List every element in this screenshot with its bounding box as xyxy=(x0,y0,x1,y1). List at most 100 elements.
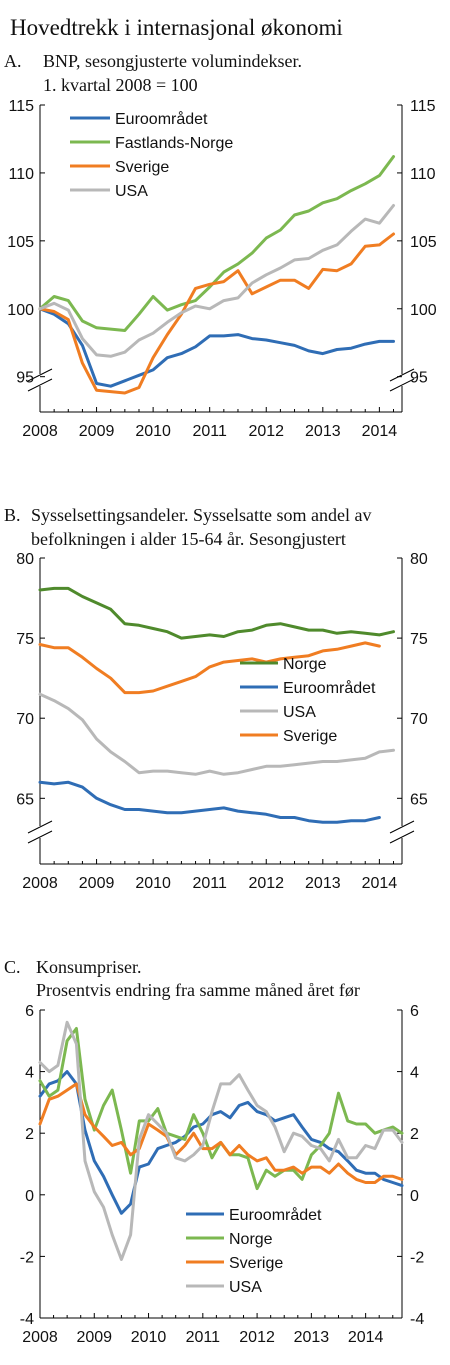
panel-a-y-tick-label: 110 xyxy=(8,166,34,183)
panel-c-x-tick-label: 2011 xyxy=(186,1329,221,1346)
panel-a-title-line-2: 1. kvartal 2008 = 100 xyxy=(43,75,198,95)
panel-a-legend-label-fastlands-norge: Fastlands-Norge xyxy=(115,135,233,152)
panel-c-x-tick-label: 2013 xyxy=(294,1329,330,1346)
panel-a-x-tick-label: 2009 xyxy=(79,423,115,440)
panel-a-y-tick-label: 100 xyxy=(7,302,34,319)
panel-c-series-euroomr-det xyxy=(38,1070,404,1215)
panel-a-y-tick-label: 110 xyxy=(410,166,436,183)
panel-b-axis-break-mark xyxy=(389,830,415,844)
panel-b-series-usa xyxy=(38,692,395,776)
panel-b-y-tick-label: 80 xyxy=(410,551,428,568)
panel-c-y-tick-label: 6 xyxy=(25,1003,34,1020)
panel-c-label: C. xyxy=(4,957,21,977)
panel-a-axis-break-mark xyxy=(389,368,415,382)
panel-b-x-tick-label: 2008 xyxy=(22,875,58,892)
panel-c-legend-label-usa: USA xyxy=(229,1279,262,1296)
panel-b-series-norge xyxy=(38,586,395,640)
panel-c-x-tick-label: 2014 xyxy=(348,1329,384,1346)
panel-b-label: B. xyxy=(4,505,21,525)
panel-a-series-fastlands-norge xyxy=(38,155,395,332)
panel-a-x-tick-label: 2013 xyxy=(305,423,341,440)
panel-b-x-tick-label: 2011 xyxy=(192,875,227,892)
panel-a-x-tick-label: 2008 xyxy=(22,423,58,440)
panel-a-axis-break-gap xyxy=(28,374,52,386)
panel-b-axis-break-gap xyxy=(390,826,414,838)
panel-a-axis-break-mark xyxy=(389,378,415,392)
panel-a-x-tick-label: 2014 xyxy=(362,423,398,440)
page-title: Hovedtrekk i internasjonal økonomi xyxy=(10,15,343,40)
panel-a-x-tick-label: 2010 xyxy=(135,423,171,440)
panel-b-axis-break-mark xyxy=(389,820,415,834)
panel-c-legend-label-euroomr-det: Euroområdet xyxy=(229,1206,322,1224)
panel-c-y-tick-label: 2 xyxy=(410,1126,419,1143)
panel-b-y-tick-label: 75 xyxy=(410,631,428,648)
panel-c-x-tick-label: 2012 xyxy=(239,1329,275,1346)
panel-a-x-tick-label: 2011 xyxy=(192,423,227,440)
panel-b-y-tick-label: 70 xyxy=(410,711,428,728)
panel-c-y-tick-label: 0 xyxy=(410,1188,419,1205)
panel-b-y-tick-label: 65 xyxy=(410,791,428,808)
panel-c-title-line-2: Prosentvis endring fra samme måned året … xyxy=(36,980,360,1000)
panel-a-legend-label-sverige: Sverige xyxy=(115,159,169,176)
panel-a-axis-break-mark xyxy=(27,378,53,392)
panel-c-y-tick-label: 4 xyxy=(410,1065,419,1082)
panel-a-y-tick-label: 95 xyxy=(16,370,34,387)
panel-b-legend-label-euroomr-det: Euroområdet xyxy=(283,679,376,697)
panel-a-y-tick-label: 115 xyxy=(8,98,34,115)
panel-b-chart: 65 65 70 70 75 75 80 80 2008 2009 2010 2011 2012 2013… xyxy=(16,551,428,892)
panel-c-legend-label-sverige: Sverige xyxy=(229,1255,283,1272)
panel-a-series-usa xyxy=(38,204,395,358)
panel-a-chart: 95 95 100 100 105 105 110 110 115 115 2008 2009 2010… xyxy=(7,98,437,440)
panel-c-series-sverige xyxy=(38,1082,404,1184)
panel-b-axis-break-mark xyxy=(27,830,53,844)
panel-a-y-tick-label: 95 xyxy=(410,370,428,387)
panel-b-x-tick-label: 2010 xyxy=(135,875,171,892)
panel-a-legend-label-euroomr-det: Euroområdet xyxy=(115,110,208,128)
panel-c-y-tick-label: -4 xyxy=(20,1311,34,1328)
panel-a-series-sverige xyxy=(38,232,395,395)
panel-a-y-tick-label: 115 xyxy=(410,98,436,115)
panel-c-series-usa xyxy=(38,1020,404,1261)
panel-a-legend-label-usa: USA xyxy=(115,183,148,200)
panel-c-title-line-1: Konsumpriser. xyxy=(36,957,142,977)
panel-a-title-line-1: BNP, sesongjusterte volumindekser. xyxy=(43,51,302,71)
panel-c-y-tick-label: 2 xyxy=(25,1126,34,1143)
panel-b-series-sverige xyxy=(38,641,381,695)
panel-b-title-line-2: befolkningen i alder 15-64 år. Sesongjus… xyxy=(31,529,346,549)
panel-b-x-tick-label: 2012 xyxy=(248,875,284,892)
panel-c-y-tick-label: -2 xyxy=(20,1249,34,1266)
panel-c-y-tick-label: 6 xyxy=(410,1003,419,1020)
panel-a-axis-break-gap xyxy=(390,374,414,386)
panel-c-series-norge xyxy=(38,1027,404,1191)
panel-c-x-tick-label: 2009 xyxy=(76,1329,112,1346)
panel-a-x-tick-label: 2012 xyxy=(248,423,284,440)
panel-b-axis-break-gap xyxy=(28,826,52,838)
panel-b-y-tick-label: 75 xyxy=(16,631,34,648)
panel-c-x-tick-label: 2008 xyxy=(22,1329,58,1346)
panel-c-y-tick-label: -2 xyxy=(410,1249,424,1266)
panel-b-y-tick-label: 65 xyxy=(16,791,34,808)
panel-b-series-euroomr-det xyxy=(38,780,381,824)
panel-b-legend-label-usa: USA xyxy=(283,704,316,721)
panel-c-y-tick-label: 0 xyxy=(25,1188,34,1205)
panel-c-y-tick-label: 4 xyxy=(25,1065,34,1082)
panel-a-label: A. xyxy=(4,51,22,71)
panel-b-y-tick-label: 70 xyxy=(16,711,34,728)
panel-b-x-tick-label: 2014 xyxy=(362,875,398,892)
panel-b-legend-label-sverige: Sverige xyxy=(283,728,337,745)
panel-c-y-tick-label: -4 xyxy=(410,1311,424,1328)
panel-a-axis-break-mark xyxy=(27,368,53,382)
panel-a-series-euroomr-det xyxy=(38,307,395,388)
panel-a-y-tick-label: 105 xyxy=(7,234,34,251)
panel-c-legend-label-norge: Norge xyxy=(229,1231,273,1248)
panel-b-legend-label-norge: Norge xyxy=(283,656,327,673)
panel-b-axis-break-mark xyxy=(27,820,53,834)
panel-a-y-tick-label: 105 xyxy=(410,234,437,251)
panel-c-chart: -4 -4 -2 -2 0 0 2 2 4 4 6 6 2008 2009 2010 2011 2012 2013… xyxy=(20,1003,425,1346)
panel-a-y-tick-label: 100 xyxy=(410,302,437,319)
panel-b-x-tick-label: 2009 xyxy=(79,875,115,892)
panel-b-x-tick-label: 2013 xyxy=(305,875,341,892)
panel-c-x-tick-label: 2010 xyxy=(131,1329,167,1346)
panel-b-y-tick-label: 80 xyxy=(16,551,34,568)
